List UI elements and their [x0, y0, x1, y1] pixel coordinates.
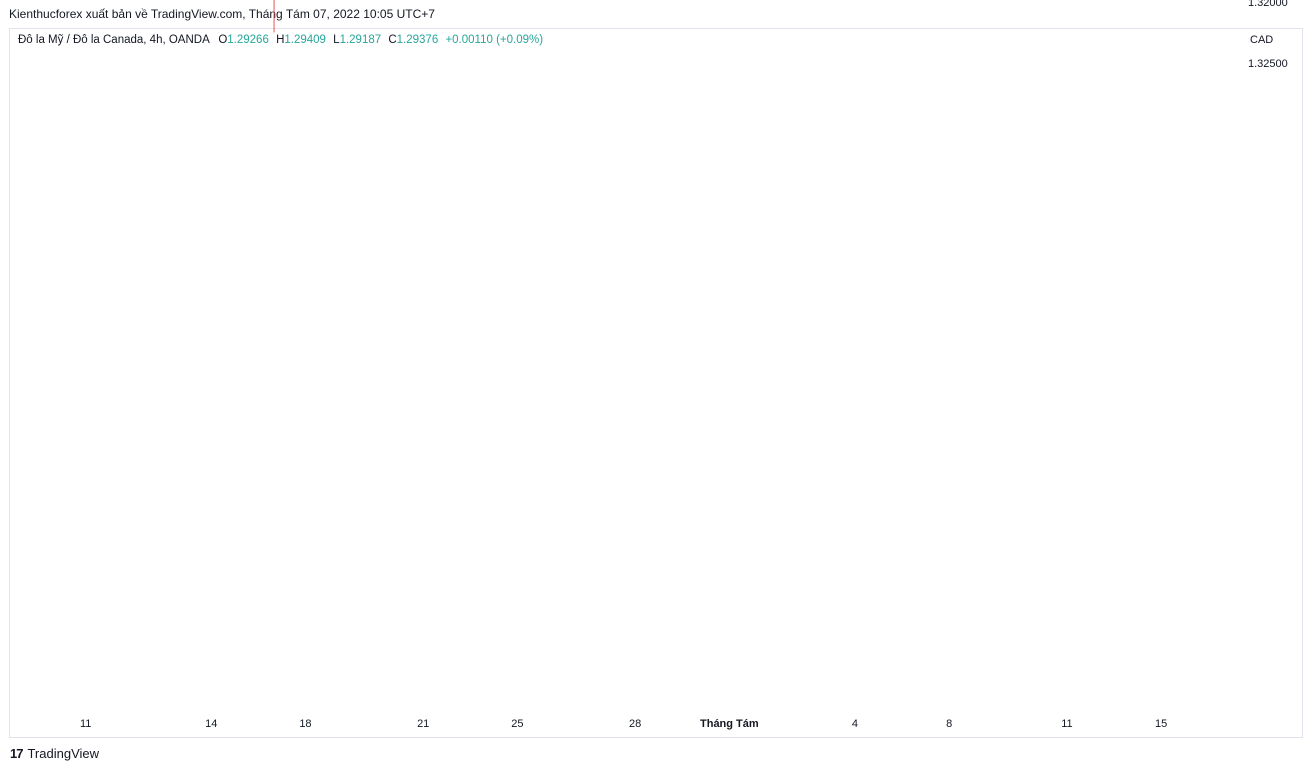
tradingview-footer[interactable]: 17 TradingView	[10, 746, 99, 761]
time-axis-tick: Tháng Tám	[700, 718, 759, 730]
tradingview-brand: TradingView	[27, 746, 100, 761]
high-value: 1.29409	[284, 34, 326, 46]
ohlc-legend: Đô la Mỹ / Đô la Canada, 4h, OANDA O1.29…	[18, 34, 543, 46]
close-value: 1.29376	[396, 34, 439, 46]
time-axis-tick: 18	[299, 718, 311, 730]
symbol-description[interactable]: Đô la Mỹ / Đô la Canada, 4h, OANDA	[18, 34, 210, 46]
change-value: +0.00110 (+0.09%)	[445, 34, 544, 46]
time-axis-tick: 15	[1155, 718, 1167, 730]
time-axis-tick: 11	[1061, 718, 1072, 730]
time-axis-tick: 28	[629, 718, 641, 730]
close-label: C	[388, 34, 397, 46]
time-axis-tick: 21	[417, 718, 429, 730]
open-label: O	[218, 34, 228, 46]
price-axis-tick: 1.32500	[1248, 58, 1288, 70]
price-axis-currency: CAD	[1250, 34, 1274, 46]
time-axis-tick: 14	[205, 718, 217, 730]
time-axis-tick: 4	[852, 718, 858, 730]
high-label: H	[276, 34, 285, 46]
time-axis-tick: 25	[511, 718, 523, 730]
tradingview-logo-icon: 17	[10, 746, 24, 761]
time-axis-tick: 11	[80, 718, 91, 730]
open-value: 1.29266	[227, 34, 269, 46]
published-by-line: Kienthucforex xuất bản về TradingView.co…	[9, 7, 435, 21]
low-label: L	[333, 34, 340, 46]
low-value: 1.29187	[339, 34, 382, 46]
time-axis-tick: 8	[946, 718, 952, 730]
price-axis-tick: 1.32000	[1248, 0, 1288, 9]
chart-frame	[9, 28, 1303, 738]
